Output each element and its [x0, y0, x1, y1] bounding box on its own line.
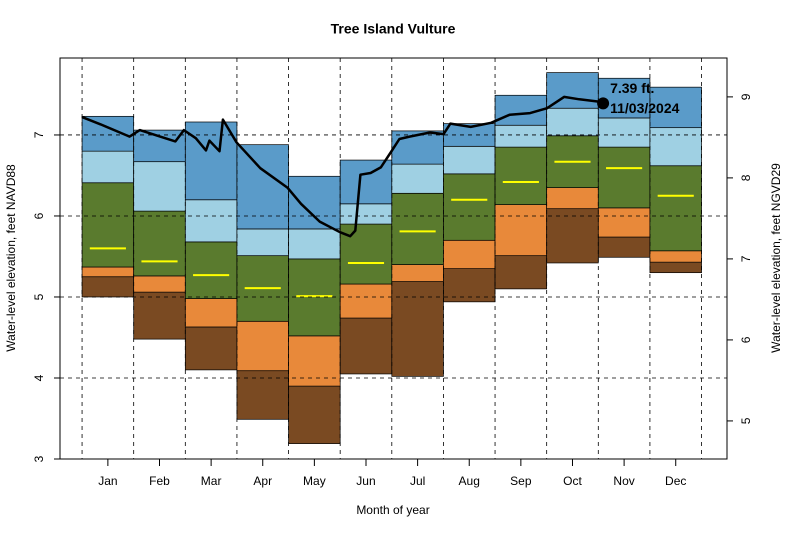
- percentile-band: [184, 199, 238, 243]
- plot-frame: [59, 57, 728, 460]
- chart-title: Tree Island Vulture: [331, 21, 456, 37]
- percentile-band: [597, 146, 651, 209]
- percentile-band: [288, 175, 341, 230]
- y2-tick-label: 6: [739, 336, 753, 343]
- percentile-band: [649, 165, 702, 252]
- percentile-band: [494, 255, 548, 290]
- percentile-band: [288, 228, 341, 260]
- current-year-line: [81, 95, 604, 238]
- percentile-band: [391, 163, 444, 194]
- percentile-band: [288, 385, 341, 444]
- annotation-date: 11/03/2024: [610, 100, 680, 116]
- x-tick-label: May: [303, 474, 326, 488]
- percentile-band: [184, 326, 238, 371]
- latest-point: [597, 97, 610, 110]
- x-tick-label: Jan: [98, 474, 117, 488]
- y2-axis-label: Water-level elevation, feet NGVD29: [769, 163, 783, 353]
- y-tick-label: 5: [32, 293, 46, 300]
- percentile-band: [339, 159, 393, 205]
- y-tick-label: 7: [32, 131, 46, 138]
- percentile-band: [339, 317, 393, 375]
- percentile-band: [546, 187, 599, 210]
- percentile-band: [339, 283, 393, 319]
- x-tick-label: Jun: [356, 474, 375, 488]
- percentile-band: [288, 335, 341, 387]
- percentile-band: [133, 129, 186, 163]
- percentile-band: [184, 121, 238, 201]
- percentile-band: [494, 124, 548, 148]
- percentile-band: [391, 281, 444, 377]
- percentile-band: [494, 146, 548, 205]
- x-tick-label: Oct: [563, 474, 582, 488]
- x-tick-label: Mar: [201, 474, 222, 488]
- x-tick-label: Nov: [613, 474, 634, 488]
- percentile-band: [236, 320, 289, 372]
- percentile-band: [546, 107, 599, 137]
- percentile-band: [597, 117, 651, 148]
- percentile-band: [391, 192, 444, 265]
- percentile-band: [133, 210, 186, 277]
- percentile-band: [133, 275, 186, 293]
- y2-tick-label: 5: [739, 417, 753, 424]
- percentile-band: [546, 208, 599, 264]
- x-tick-label: Apr: [253, 474, 272, 488]
- x-axis-label: Month of year: [356, 503, 429, 517]
- percentile-band: [236, 144, 289, 230]
- y-tick-label: 4: [32, 374, 46, 381]
- x-tick-label: Sep: [510, 474, 532, 488]
- x-tick-label: Aug: [459, 474, 480, 488]
- y-axis-label: Water-level elevation, feet NAVD88: [4, 164, 18, 352]
- y-tick-label: 3: [32, 455, 46, 462]
- y-tick-label: 6: [32, 212, 46, 219]
- percentile-band: [597, 207, 651, 238]
- percentile-band: [391, 264, 444, 282]
- percentile-band: [133, 291, 186, 340]
- percentile-band: [649, 127, 702, 167]
- percentile-band: [339, 223, 393, 285]
- percentile-band: [133, 161, 186, 212]
- x-tick-label: Jul: [410, 474, 425, 488]
- percentile-band: [288, 258, 341, 337]
- percentile-band: [81, 276, 135, 298]
- percentile-band: [494, 204, 548, 257]
- percentile-band: [443, 145, 496, 175]
- percentile-band: [391, 130, 444, 165]
- percentile-band: [236, 370, 289, 420]
- percentile-band: [236, 228, 289, 257]
- y2-tick-label: 8: [739, 174, 753, 181]
- percentile-band: [339, 203, 393, 225]
- percentile-band: [81, 150, 135, 184]
- percentile-band: [649, 86, 702, 129]
- percentile-band: [649, 250, 702, 263]
- annotation-value: 7.39 ft.: [610, 80, 654, 96]
- percentile-band: [443, 239, 496, 269]
- x-tick-label: Dec: [665, 474, 686, 488]
- y2-tick-label: 7: [739, 255, 753, 262]
- percentile-band: [649, 261, 702, 274]
- y2-tick-label: 9: [739, 93, 753, 100]
- percentile-band: [81, 182, 135, 268]
- percentile-band: [184, 298, 238, 328]
- percentile-band: [81, 266, 135, 278]
- x-tick-label: Feb: [149, 474, 170, 488]
- percentile-band: [443, 173, 496, 241]
- percentile-band: [597, 236, 651, 258]
- percentile-band: [184, 241, 238, 299]
